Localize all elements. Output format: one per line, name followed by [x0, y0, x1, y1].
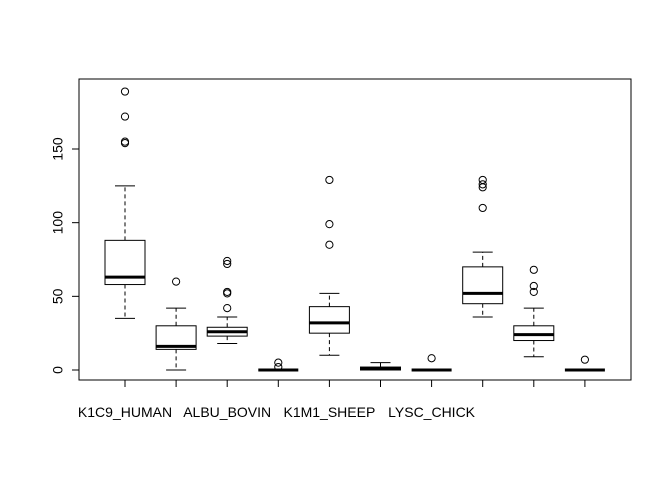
y-tick-label: 0 — [50, 366, 66, 374]
outlier-point — [172, 277, 181, 286]
x-tick-label: K1C9_HUMAN — [78, 404, 172, 420]
box-group — [206, 256, 248, 344]
outlier-point — [274, 362, 283, 372]
box-group — [564, 355, 605, 372]
iqr-box — [462, 266, 504, 305]
box-group — [308, 175, 350, 356]
outlier-point — [325, 240, 334, 249]
box-group — [155, 277, 197, 371]
outlier-point — [427, 354, 436, 363]
iqr-box — [308, 306, 350, 334]
box-group — [258, 358, 299, 372]
iqr-box — [104, 239, 146, 286]
outlier-point — [478, 175, 487, 185]
iqr-box — [155, 325, 197, 350]
box-group — [411, 354, 452, 372]
y-tick-label: 100 — [50, 211, 66, 235]
y-tick-label: 50 — [50, 288, 66, 304]
x-tick-label: ALBU_BOVIN — [183, 404, 271, 420]
box-group — [360, 362, 401, 371]
box-group — [462, 175, 504, 318]
x-tick-label: LYSC_CHICK — [388, 404, 476, 420]
x-tick-label: K1M1_SHEEP — [283, 404, 375, 420]
outlier-point — [529, 281, 538, 291]
outlier-point — [529, 287, 538, 297]
outlier-point — [120, 87, 130, 96]
outlier-point — [529, 265, 538, 274]
outlier-point — [478, 180, 487, 189]
outlier-point — [478, 203, 487, 213]
box-group — [104, 87, 146, 319]
boxes — [104, 87, 605, 372]
outlier-point — [580, 355, 590, 364]
outlier-point — [325, 175, 334, 185]
y-tick-label: 150 — [50, 137, 66, 161]
x-axis: K1C9_HUMAN ALBU_BOVIN K1M1_SHEEP LYSC_CHICK — [78, 379, 586, 420]
outlier-point — [120, 137, 130, 146]
outlier-point — [120, 112, 130, 121]
outlier-point — [223, 256, 232, 266]
outlier-point — [223, 304, 232, 313]
outlier-point — [274, 358, 283, 367]
outlier-point — [223, 287, 232, 297]
outlier-point — [325, 220, 334, 229]
box-group — [513, 265, 555, 358]
y-axis: 0 50 100 150 — [50, 137, 80, 374]
outlier-point — [223, 259, 232, 269]
